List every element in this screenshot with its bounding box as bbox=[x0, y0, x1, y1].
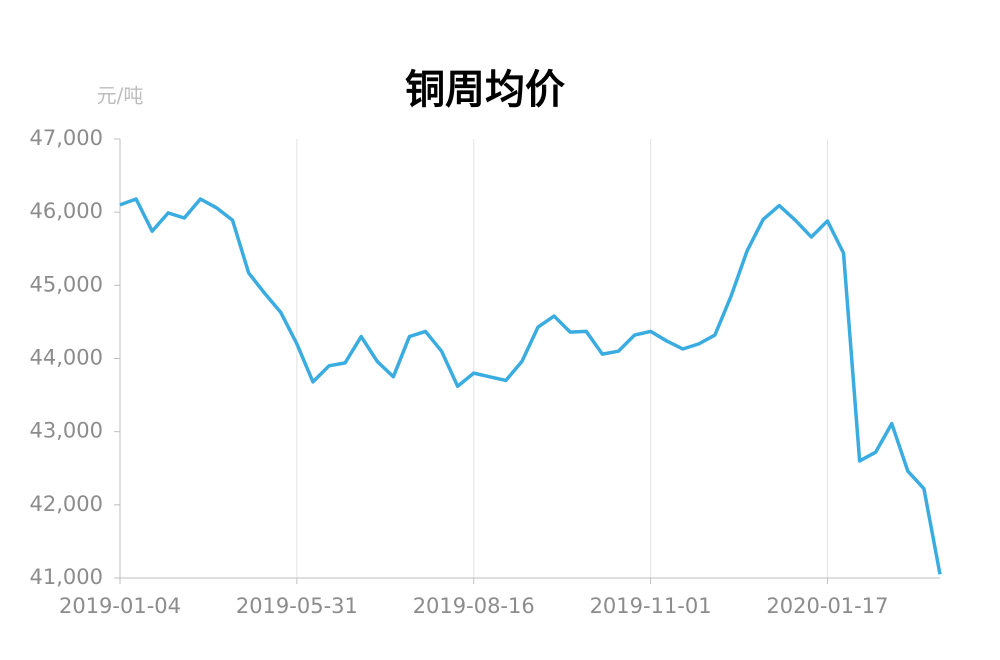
y-tick-label: 41,000 bbox=[30, 565, 103, 589]
y-tick-label: 43,000 bbox=[30, 419, 103, 443]
x-tick-label: 2020-01-17 bbox=[766, 594, 888, 618]
x-tick-label: 2019-11-01 bbox=[590, 594, 712, 618]
x-tick-label: 2019-05-31 bbox=[236, 594, 358, 618]
y-tick-label: 47,000 bbox=[30, 126, 103, 150]
y-axis-label: 元/吨 bbox=[97, 84, 144, 108]
x-tick-label: 2019-01-04 bbox=[59, 594, 181, 618]
chart-title: 铜周均价 bbox=[405, 67, 565, 113]
y-tick-label: 44,000 bbox=[30, 346, 103, 370]
x-tick-label: 2019-08-16 bbox=[413, 594, 535, 618]
data-line bbox=[119, 197, 942, 575]
y-tick-label: 46,000 bbox=[30, 199, 103, 223]
y-tick-label: 42,000 bbox=[30, 492, 103, 516]
y-tick-label: 45,000 bbox=[30, 272, 103, 296]
